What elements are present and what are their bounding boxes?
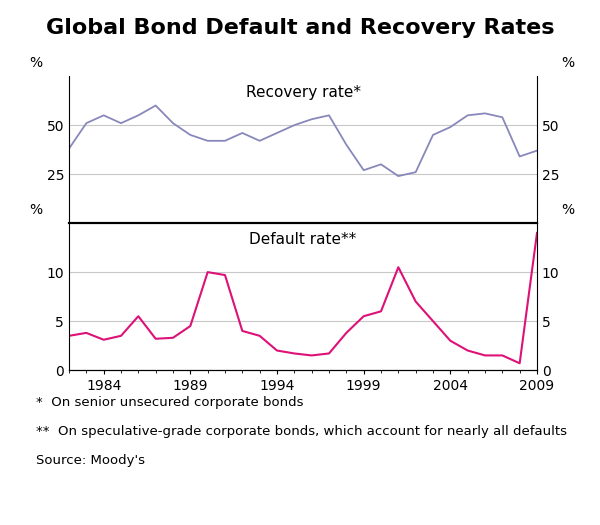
Text: Source: Moody's: Source: Moody's <box>36 454 145 467</box>
Text: %: % <box>29 56 43 70</box>
Text: Global Bond Default and Recovery Rates: Global Bond Default and Recovery Rates <box>46 18 554 38</box>
Text: *  On senior unsecured corporate bonds: * On senior unsecured corporate bonds <box>36 396 304 410</box>
Text: %: % <box>29 203 43 217</box>
Text: Default rate**: Default rate** <box>250 232 356 247</box>
Text: Recovery rate*: Recovery rate* <box>245 85 361 100</box>
Text: %: % <box>561 203 574 217</box>
Text: **  On speculative-grade corporate bonds, which account for nearly all defaults: ** On speculative-grade corporate bonds,… <box>36 425 567 438</box>
Text: %: % <box>561 56 574 70</box>
